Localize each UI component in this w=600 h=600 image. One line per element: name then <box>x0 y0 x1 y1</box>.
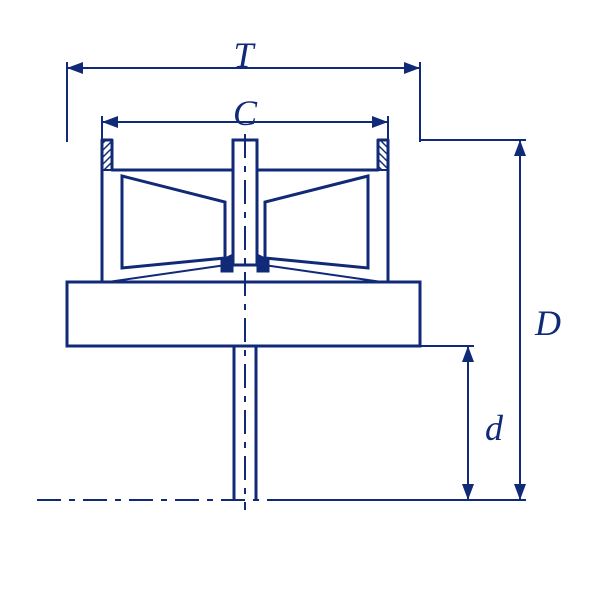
label-T: T <box>224 34 264 76</box>
bearing-diagram-svg <box>0 0 600 600</box>
diagram-stage: T C D d <box>0 0 600 600</box>
label-d: d <box>474 407 514 449</box>
label-D: D <box>528 302 568 344</box>
label-C: C <box>225 92 265 134</box>
